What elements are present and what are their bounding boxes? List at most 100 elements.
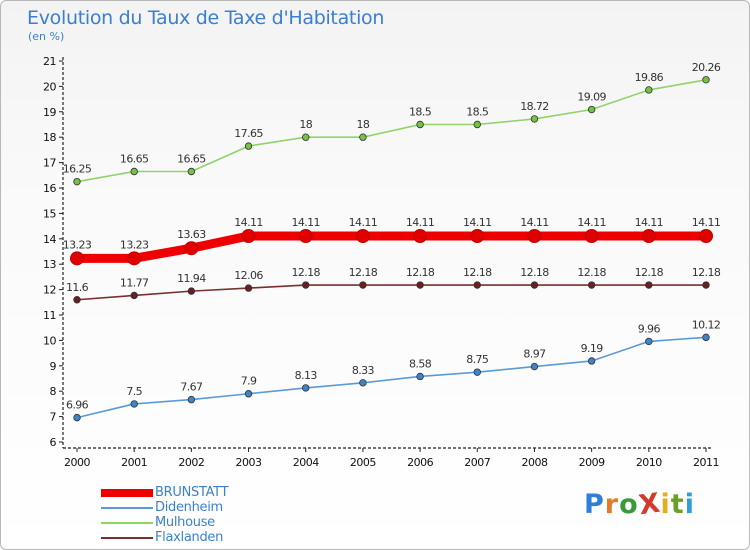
data-label-didenheim: 7.67 [180, 381, 203, 394]
axes: 6 7 8 9 10 11 12 13 14 15 16 17 18 19 20 21 2000 2001 2002… [43, 55, 720, 469]
data-point-didenheim [244, 390, 253, 398]
series-didenheim: 6.96 7.5 7.67 7.9 8.13 8.33 8.58 8.75 8.97 9.19 9.… [66, 318, 721, 422]
legend-label-brunstatt: BRUNSTATT [155, 485, 229, 500]
data-label-didenheim: 7.9 [241, 375, 257, 388]
legend-label-didenheim: Didenheim [155, 500, 223, 515]
x-tick-label: 2007 [464, 456, 490, 469]
data-label-brunstatt: 13.23 [120, 238, 149, 251]
data-point-brunstatt [527, 229, 542, 244]
data-point-flaxlanden [587, 281, 596, 289]
series-line-mulhouse [76, 78, 707, 183]
y-tick-label: 15 [43, 207, 56, 220]
data-label-flaxlanden: 12.18 [349, 266, 378, 279]
data-label-brunstatt: 14.11 [692, 216, 721, 229]
data-label-brunstatt: 14.11 [291, 216, 320, 229]
logo-letter: o [619, 489, 639, 520]
data-point-flaxlanden [73, 296, 81, 304]
data-label-didenheim: 9.19 [581, 342, 604, 355]
data-point-didenheim [530, 362, 539, 371]
logo-letter: r [604, 489, 620, 520]
data-label-didenheim: 8.97 [523, 348, 546, 361]
data-label-didenheim: 7.5 [126, 385, 142, 398]
data-label-mulhouse: 18.5 [409, 106, 432, 119]
y-tick-label: 20 [43, 80, 56, 93]
data-point-mulhouse [702, 76, 710, 84]
logo-letter: X [636, 487, 663, 522]
data-point-brunstatt [470, 229, 485, 244]
y-tick-label: 9 [50, 360, 57, 373]
data-label-flaxlanden: 11.77 [120, 276, 149, 289]
logo-letter: t [670, 489, 685, 520]
legend-label-mulhouse: Mulhouse [155, 515, 215, 530]
data-point-brunstatt [298, 229, 313, 244]
x-tick-label: 2001 [121, 456, 147, 469]
data-label-didenheim: 6.96 [66, 399, 89, 412]
legend-swatch-didenheim [101, 507, 153, 509]
unit-label: (en %) [28, 30, 65, 43]
y-tick-label: 8 [50, 385, 57, 398]
y-tick-label: 21 [43, 55, 56, 68]
data-label-brunstatt: 13.63 [177, 228, 206, 241]
data-point-flaxlanden [645, 281, 653, 289]
x-tick-label: 2008 [521, 456, 547, 469]
y-tick-label: 18 [43, 131, 56, 144]
data-label-mulhouse: 17.65 [234, 127, 263, 140]
data-point-brunstatt [127, 251, 142, 266]
data-point-didenheim [416, 372, 424, 381]
y-tick-label: 12 [43, 284, 56, 297]
data-label-brunstatt: 14.11 [234, 216, 263, 229]
logo-letter: i [684, 489, 695, 520]
data-point-didenheim [359, 379, 367, 387]
data-label-didenheim: 10.12 [692, 318, 721, 331]
data-label-mulhouse: 16.65 [177, 152, 206, 165]
data-label-mulhouse: 16.65 [120, 152, 149, 165]
data-point-didenheim [645, 337, 653, 346]
proxiti-logo: ProXiti [584, 487, 695, 522]
x-tick-label: 2003 [236, 456, 262, 469]
data-point-brunstatt [184, 241, 199, 256]
y-tick-label: 6 [50, 436, 57, 449]
y-tick-label: 7 [50, 411, 57, 424]
data-label-mulhouse: 18 [299, 118, 312, 131]
legend-swatch-brunstatt [101, 489, 153, 497]
data-label-mulhouse: 20.26 [692, 61, 721, 74]
data-point-mulhouse [244, 142, 253, 150]
x-tick-label: 2011 [693, 456, 719, 469]
data-point-flaxlanden [702, 281, 710, 289]
x-tick-label: 2009 [579, 456, 605, 469]
data-label-brunstatt: 14.11 [349, 216, 378, 229]
data-point-flaxlanden [130, 291, 138, 300]
data-label-brunstatt: 14.11 [635, 216, 664, 229]
data-point-mulhouse [416, 120, 424, 129]
data-point-mulhouse [587, 105, 596, 114]
data-label-brunstatt: 14.11 [463, 216, 492, 229]
data-label-didenheim: 8.13 [295, 369, 318, 382]
data-label-brunstatt: 13.23 [63, 238, 92, 251]
data-label-mulhouse: 19.09 [577, 91, 606, 104]
y-tick-label: 14 [43, 233, 56, 246]
data-point-brunstatt [699, 229, 713, 244]
data-point-flaxlanden [302, 281, 310, 289]
data-point-mulhouse [359, 133, 367, 141]
data-label-didenheim: 8.75 [466, 353, 489, 366]
series-mulhouse: 16.25 16.65 16.65 17.65 18 18 18.5 18.5 18.72 19.… [63, 61, 721, 186]
data-label-mulhouse: 19.86 [635, 71, 664, 84]
data-label-didenheim: 8.58 [409, 357, 432, 370]
data-label-didenheim: 9.96 [638, 322, 661, 335]
data-point-mulhouse [130, 167, 138, 176]
data-label-flaxlanden: 11.6 [66, 281, 89, 294]
data-point-flaxlanden [187, 287, 196, 295]
y-tick-label: 13 [43, 258, 56, 271]
chart-title: Evolution du Taux de Taxe d'Habitation [27, 7, 385, 29]
data-point-brunstatt [241, 229, 256, 244]
data-point-mulhouse [302, 133, 310, 141]
x-tick-label: 2010 [636, 456, 662, 469]
data-label-flaxlanden: 12.18 [577, 266, 606, 279]
data-point-mulhouse [473, 120, 481, 129]
data-label-flaxlanden: 12.06 [234, 269, 263, 282]
legend-swatch-flaxlanden [101, 537, 153, 539]
data-point-mulhouse [530, 115, 539, 123]
y-tick-label: 17 [43, 157, 56, 170]
data-point-brunstatt [70, 251, 84, 266]
